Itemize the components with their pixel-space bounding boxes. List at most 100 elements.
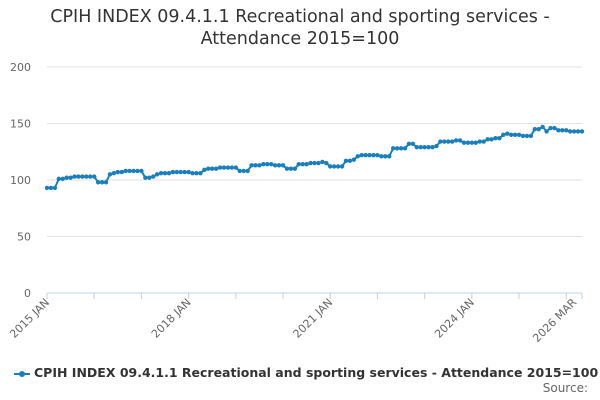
data-point [272, 163, 278, 168]
data-point [493, 135, 498, 141]
data-point [328, 164, 333, 169]
data-point [359, 152, 364, 158]
data-point [520, 133, 526, 139]
chart-title-line-2: Attendance 2015=100 [200, 29, 400, 49]
data-point [107, 172, 113, 177]
data-point [457, 138, 463, 143]
data-point [198, 171, 203, 176]
data-point [489, 137, 494, 142]
data-point [84, 174, 89, 179]
data-point [331, 164, 337, 169]
data-point [217, 165, 223, 170]
legend-label: CPIH INDEX 09.4.1.1 Recreational and spo… [34, 365, 599, 380]
x-tick-label: 2015 JAN [7, 296, 52, 341]
x-tick-label: 2024 JAN [432, 296, 477, 341]
data-point [92, 174, 97, 179]
data-point [115, 169, 121, 175]
data-point [88, 174, 93, 179]
data-point [579, 129, 585, 134]
data-point [324, 160, 329, 166]
legend-swatch [14, 370, 30, 377]
data-point [571, 129, 577, 134]
data-point [567, 129, 573, 134]
data-point [143, 175, 148, 180]
data-point [48, 185, 54, 191]
data-point [453, 138, 459, 143]
data-point [316, 160, 321, 166]
legend[interactable]: CPIH INDEX 09.4.1.1 Recreational and spo… [14, 365, 598, 380]
data-point [292, 166, 298, 171]
data-point [532, 126, 537, 132]
data-point [72, 174, 77, 179]
data-point [123, 168, 128, 174]
data-point [119, 169, 124, 175]
data-point [548, 125, 553, 131]
data-point [375, 152, 380, 158]
data-point [127, 168, 132, 174]
data-point [434, 143, 439, 149]
data-point [363, 152, 368, 158]
data-point [422, 145, 427, 150]
data-point [233, 165, 239, 170]
chart-title: CPIH INDEX 09.4.1.1 Recreational and spo… [0, 6, 600, 50]
data-point [202, 167, 207, 173]
data-point [402, 146, 408, 151]
data-point [265, 161, 270, 167]
data-point [241, 168, 246, 174]
data-point [446, 139, 451, 144]
data-point [300, 161, 305, 167]
data-point [99, 180, 105, 185]
x-axis: 2015 JAN 2018 JAN 2021 JAN 2024 JAN 2026 MAR [7, 292, 583, 345]
data-point [229, 165, 235, 170]
data-point [64, 175, 69, 180]
data-point [253, 163, 258, 168]
data-point [512, 132, 518, 137]
data-point [308, 160, 313, 166]
data-point [52, 185, 58, 191]
data-point [304, 161, 309, 167]
source-label: Source: [542, 381, 588, 395]
data-point [485, 137, 490, 142]
data-point [80, 174, 85, 179]
data-point [296, 161, 301, 167]
y-tick-label: 0 [24, 287, 31, 300]
y-axis: 0 50 100 150 200 [10, 61, 31, 300]
data-point [269, 161, 274, 167]
data-point [213, 166, 219, 171]
data-point [355, 154, 360, 159]
data-point [249, 163, 254, 168]
data-point [575, 129, 581, 134]
y-tick-label: 50 [17, 231, 31, 244]
data-point [418, 145, 423, 150]
data-point [221, 165, 227, 170]
data-point [154, 172, 160, 177]
x-tick-label: 2026 MAR [530, 296, 579, 345]
data-point [225, 165, 231, 170]
y-tick-label: 200 [10, 61, 31, 74]
y-tick-label: 150 [10, 118, 31, 131]
data-point [347, 158, 353, 163]
data-point [178, 169, 183, 175]
data-point [560, 128, 565, 133]
data-point [237, 168, 242, 174]
data-point [182, 169, 187, 175]
data-point [186, 169, 191, 175]
data-point [131, 168, 136, 174]
data-point [44, 185, 50, 191]
data-point [564, 128, 569, 133]
data-point [505, 131, 510, 136]
data-point [257, 163, 262, 168]
data-point [390, 146, 396, 151]
data-point [383, 154, 388, 159]
data-point [508, 132, 514, 137]
series-group [44, 124, 585, 191]
data-point [139, 168, 144, 174]
data-point [276, 163, 282, 168]
data-point [371, 152, 376, 158]
data-point [210, 166, 215, 171]
y-tick-label: 100 [10, 174, 31, 187]
data-point [426, 145, 431, 150]
data-point [516, 132, 522, 137]
data-point [343, 158, 349, 163]
